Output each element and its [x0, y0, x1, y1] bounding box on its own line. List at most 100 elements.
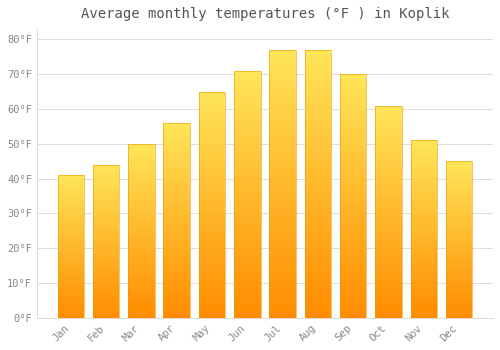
Bar — [410, 180, 437, 181]
Bar — [58, 292, 84, 294]
Bar — [270, 181, 296, 184]
Bar — [234, 140, 260, 142]
Bar — [234, 184, 260, 187]
Bar — [410, 192, 437, 194]
Bar — [164, 279, 190, 281]
Bar — [410, 218, 437, 220]
Bar — [270, 170, 296, 173]
Bar — [198, 270, 225, 273]
Bar — [58, 312, 84, 314]
Bar — [270, 176, 296, 178]
Bar — [93, 192, 120, 194]
Bar — [410, 316, 437, 318]
Bar — [58, 232, 84, 234]
Bar — [93, 284, 120, 286]
Bar — [304, 264, 331, 267]
Bar — [410, 268, 437, 270]
Bar — [93, 200, 120, 202]
Bar — [128, 210, 154, 212]
Bar — [340, 189, 366, 191]
Bar — [164, 293, 190, 294]
Bar — [128, 175, 154, 177]
Bar — [375, 267, 402, 269]
Bar — [340, 230, 366, 233]
Bar — [93, 263, 120, 264]
Bar — [93, 246, 120, 247]
Bar — [340, 106, 366, 108]
Bar — [198, 232, 225, 234]
Bar — [58, 287, 84, 288]
Bar — [198, 237, 225, 239]
Bar — [93, 300, 120, 301]
Bar — [198, 96, 225, 98]
Bar — [340, 262, 366, 264]
Bar — [58, 197, 84, 198]
Bar — [375, 208, 402, 210]
Bar — [198, 189, 225, 191]
Bar — [234, 224, 260, 226]
Bar — [410, 195, 437, 197]
Bar — [128, 144, 154, 146]
Bar — [198, 128, 225, 130]
Bar — [58, 298, 84, 299]
Bar — [128, 295, 154, 297]
Bar — [270, 203, 296, 205]
Bar — [58, 202, 84, 204]
Bar — [375, 106, 402, 318]
Bar — [93, 202, 120, 203]
Bar — [375, 186, 402, 188]
Bar — [128, 229, 154, 231]
Bar — [128, 283, 154, 285]
Bar — [270, 240, 296, 243]
Bar — [234, 296, 260, 298]
Bar — [93, 197, 120, 198]
Bar — [410, 247, 437, 248]
Bar — [375, 212, 402, 214]
Bar — [164, 314, 190, 316]
Bar — [304, 214, 331, 216]
Bar — [270, 214, 296, 216]
Bar — [198, 180, 225, 182]
Bar — [198, 228, 225, 230]
Bar — [304, 114, 331, 117]
Bar — [446, 229, 472, 230]
Bar — [128, 246, 154, 248]
Bar — [58, 195, 84, 197]
Bar — [375, 226, 402, 229]
Bar — [164, 125, 190, 127]
Bar — [410, 160, 437, 162]
Bar — [128, 304, 154, 306]
Bar — [304, 192, 331, 195]
Bar — [164, 162, 190, 164]
Bar — [58, 257, 84, 258]
Bar — [304, 125, 331, 128]
Bar — [93, 273, 120, 275]
Bar — [198, 198, 225, 200]
Bar — [93, 286, 120, 287]
Bar — [410, 162, 437, 163]
Bar — [58, 178, 84, 180]
Bar — [375, 286, 402, 288]
Bar — [198, 194, 225, 196]
Bar — [446, 175, 472, 177]
Bar — [198, 252, 225, 254]
Bar — [128, 170, 154, 172]
Bar — [58, 221, 84, 222]
Bar — [304, 294, 331, 296]
Bar — [340, 125, 366, 128]
Bar — [164, 205, 190, 207]
Bar — [93, 275, 120, 276]
Bar — [93, 283, 120, 284]
Bar — [304, 173, 331, 176]
Bar — [410, 167, 437, 169]
Bar — [446, 260, 472, 261]
Bar — [375, 184, 402, 186]
Bar — [270, 117, 296, 120]
Bar — [446, 189, 472, 191]
Bar — [93, 214, 120, 215]
Bar — [93, 292, 120, 293]
Bar — [304, 52, 331, 55]
Bar — [340, 269, 366, 272]
Bar — [198, 139, 225, 141]
Bar — [410, 254, 437, 256]
